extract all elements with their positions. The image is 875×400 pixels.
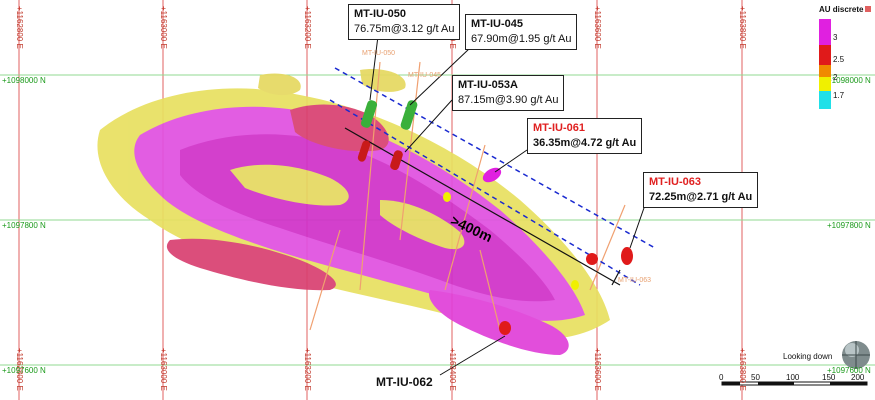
easting-label-bottom: +1163800 E	[738, 348, 747, 391]
leader-line	[494, 149, 528, 173]
callout-mt-iu-053a: MT-IU-053A 87.15m@3.90 g/t Au	[452, 75, 565, 111]
ore-yellow-patch	[258, 73, 301, 96]
drill-trace	[589, 204, 626, 291]
easting-label: +1163000 E	[159, 6, 168, 49]
intercept-mt-iu-050	[360, 100, 378, 128]
intercept-segment	[357, 140, 371, 162]
legend-swatch	[819, 65, 831, 77]
drill-traces	[309, 61, 626, 331]
legend-swatch	[819, 45, 831, 65]
northing-label: +1097600 N	[2, 366, 46, 375]
legend-swatch	[819, 77, 831, 91]
leader-line	[369, 35, 379, 101]
scale-bar-segment	[830, 382, 867, 385]
easting-label-bottom: +1163400 E	[448, 348, 457, 391]
leader-lines	[369, 35, 646, 376]
callout-title: MT-IU-045	[471, 18, 523, 30]
ore-red-patch	[166, 238, 336, 291]
faint-hole-label: MT-IU-050	[362, 50, 396, 57]
distance-line	[344, 127, 621, 286]
scale-bar-segment	[722, 382, 740, 385]
easting-label: +1163200 E	[303, 6, 312, 49]
callout-title: MT-IU-061	[533, 122, 585, 134]
callout-interval: 72.25m@2.71 g/t Au	[649, 191, 753, 203]
scale-tick: 50	[751, 373, 760, 382]
scale-bar-segment	[758, 382, 794, 385]
legend-swatches	[819, 6, 871, 109]
callout-mt-iu-061: MT-IU-061 36.35m@4.72 g/t Au	[527, 118, 643, 154]
callout-mt-iu-050: MT-IU-050 76.75m@3.12 g/t Au	[348, 4, 461, 40]
legend: AU discrete 3 2.5 2 1.7	[817, 3, 875, 115]
legend-title: AU discrete	[819, 5, 864, 14]
corridor	[329, 67, 656, 286]
drill-trace	[309, 229, 341, 331]
compass-sphere	[842, 341, 870, 369]
callout-mt-iu-045: MT-IU-045 67.90m@1.95 g/t Au	[465, 14, 578, 50]
northing-label-right: +1098000 N	[827, 76, 871, 85]
intercept-mt-iu-062	[499, 321, 511, 335]
hole-label-mt-iu-062: MT-IU-062	[376, 375, 433, 389]
intercept-mt-iu-053a	[390, 150, 403, 171]
easting-label-bottom: +1163600 E	[593, 348, 602, 391]
easting-label: +1163600 E	[593, 6, 602, 49]
distance-tick	[611, 269, 621, 286]
leader-line	[409, 47, 471, 106]
legend-close-icon[interactable]	[865, 6, 871, 12]
callout-mt-iu-063: MT-IU-063 72.25m@2.71 g/t Au	[643, 172, 759, 208]
easting-label: +1163800 E	[738, 6, 747, 49]
easting-label-bottom: +1163200 E	[303, 348, 312, 391]
distance-bracket	[344, 127, 621, 286]
scale-bar	[721, 381, 868, 386]
intercept-segment	[586, 253, 598, 265]
easting-label: +1162800 E	[15, 6, 24, 49]
callout-title: MT-IU-063	[649, 176, 701, 188]
intercept-segment	[443, 192, 451, 202]
legend-swatch	[819, 19, 831, 45]
northing-label-right: +1097800 N	[827, 221, 871, 230]
intercepts	[357, 100, 633, 335]
drill-trace	[479, 249, 501, 331]
legend-level: 1.7	[833, 91, 845, 100]
faint-hole-label: MT-IU-045	[408, 72, 442, 79]
callout-interval: 87.15m@3.90 g/t Au	[458, 94, 559, 106]
faint-hole-label: MT-IU-063	[618, 277, 652, 284]
leader-line	[404, 99, 453, 153]
legend-swatch	[819, 91, 831, 109]
ore-yellow-patch	[380, 200, 465, 250]
legend-level: 2	[833, 73, 838, 82]
corridor-line-upper	[334, 67, 656, 249]
leader-line	[439, 335, 506, 376]
callout-title: MT-IU-050	[354, 8, 406, 20]
callout-interval: 67.90m@1.95 g/t Au	[471, 33, 572, 45]
legend-level: 2.5	[833, 55, 845, 64]
drill-trace	[359, 61, 381, 291]
leader-line	[629, 204, 646, 249]
callout-title: MT-IU-053A	[458, 79, 518, 91]
view-direction-label: Looking down	[783, 352, 833, 361]
callout-interval: 76.75m@3.12 g/t Au	[354, 23, 455, 35]
callout-interval: 36.35m@4.72 g/t Au	[533, 137, 637, 149]
scale-tick: 150	[822, 373, 836, 382]
intercept-mt-iu-063	[621, 247, 633, 265]
scale-tick: 100	[786, 373, 800, 382]
drill-trace	[444, 144, 486, 291]
ore-yellow-patch	[230, 164, 349, 206]
ore-body	[97, 69, 610, 355]
scale-tick: 0	[719, 373, 724, 382]
northing-label: +1098000 N	[2, 76, 46, 85]
intercept-mt-iu-045	[400, 100, 418, 130]
ore-yellow-patch	[360, 69, 406, 92]
easting-label-bottom: +1163000 E	[159, 348, 168, 391]
corridor-line-lower	[329, 99, 641, 286]
legend-level: 3	[833, 33, 838, 42]
scale-tick: 200	[851, 373, 865, 382]
drill-trace	[399, 61, 421, 241]
ore-tail-magenta	[429, 290, 569, 355]
intercept-segment	[571, 280, 579, 290]
northing-label: +1097800 N	[2, 221, 46, 230]
northing-label-right: +1097600 N	[827, 366, 871, 375]
